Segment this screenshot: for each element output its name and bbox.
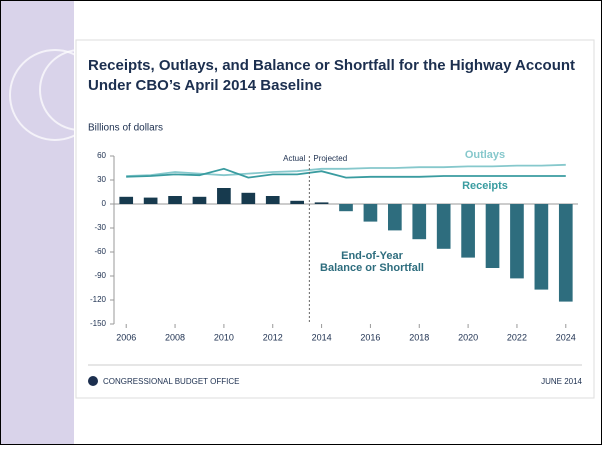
card [75, 39, 595, 399]
y-tick-label: -30 [94, 223, 106, 232]
bar [339, 204, 353, 212]
x-tick-label: 2018 [409, 332, 429, 342]
bar [534, 204, 549, 290]
y-tick-label: -120 [90, 295, 107, 304]
footer-right: JUNE 2014 [541, 377, 582, 386]
bar [290, 200, 304, 204]
x-tick-label: 2022 [507, 332, 527, 342]
bar [461, 204, 475, 258]
x-tick-label: 2014 [312, 332, 332, 342]
chart-subtitle: Under CBO’s April 2014 Baseline [88, 77, 322, 94]
annotation: Projected [313, 154, 347, 163]
bar [388, 204, 402, 231]
bar [265, 196, 280, 204]
bar [192, 196, 207, 204]
y-tick-label: 0 [102, 199, 107, 208]
bar [558, 204, 573, 302]
x-tick-label: 2024 [556, 332, 576, 342]
annotation: Actual [283, 154, 305, 163]
bar [510, 204, 524, 279]
bar [436, 204, 451, 249]
series-label: Outlays [465, 149, 505, 161]
y-tick-label: 30 [97, 175, 106, 184]
x-tick-label: 2006 [116, 332, 136, 342]
bar [143, 197, 158, 204]
bar [412, 204, 427, 240]
y-tick-label: -60 [94, 247, 106, 256]
logo [88, 376, 98, 386]
side-strip [0, 0, 74, 445]
x-tick-label: 2010 [214, 332, 234, 342]
x-tick-label: 2008 [165, 332, 185, 342]
bar-label: Balance or Shortfall [320, 262, 424, 274]
x-tick-label: 2016 [360, 332, 380, 342]
bar [168, 196, 182, 204]
x-tick-label: 2012 [263, 332, 283, 342]
line [126, 163, 566, 177]
line [126, 167, 566, 179]
series-label: Receipts [462, 180, 508, 192]
chart-title: Receipts, Outlays, and Balance or Shortf… [88, 57, 575, 74]
footer-left: CONGRESSIONAL BUDGET OFFICE [103, 377, 239, 386]
bar [363, 204, 378, 222]
x-tick-label: 2020 [458, 332, 478, 342]
bar [119, 196, 134, 204]
y-tick-label: -150 [90, 319, 107, 328]
bar [217, 188, 231, 204]
y-axis-label: Billions of dollars [88, 123, 163, 134]
y-tick-label: 60 [97, 151, 106, 160]
bar [314, 202, 329, 204]
bar [241, 192, 256, 204]
bar [485, 204, 500, 268]
bar-label: End-of-Year [341, 250, 403, 262]
y-tick-label: -90 [94, 271, 106, 280]
